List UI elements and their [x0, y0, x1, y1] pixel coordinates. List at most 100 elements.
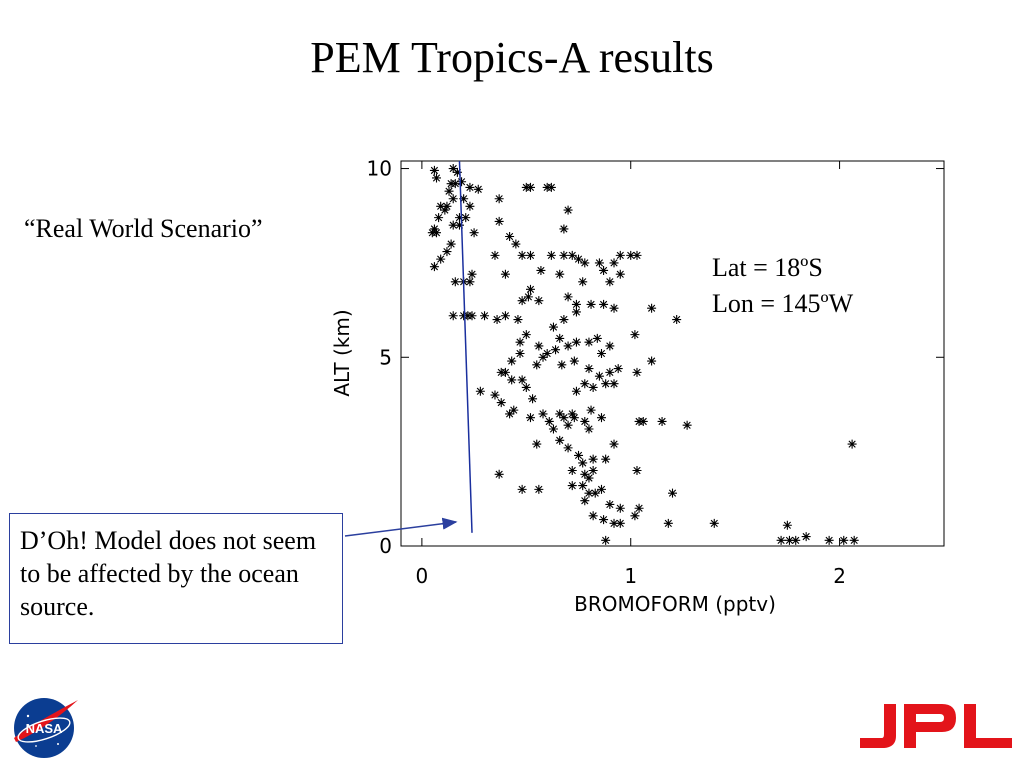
data-point — [494, 216, 504, 226]
data-point — [494, 194, 504, 204]
data-point — [525, 413, 535, 423]
data-point — [615, 269, 625, 279]
data-point — [567, 466, 577, 476]
data-point — [605, 277, 615, 287]
data-point — [647, 303, 657, 313]
data-point — [555, 333, 565, 343]
data-point — [507, 375, 517, 385]
data-point — [668, 488, 677, 498]
data-point — [521, 382, 531, 392]
data-point — [588, 511, 598, 521]
data-point — [578, 458, 588, 468]
data-point — [580, 496, 590, 506]
data-point — [709, 518, 719, 528]
data-point — [672, 315, 682, 325]
data-point — [596, 349, 606, 358]
data-point — [782, 520, 792, 530]
data-point — [475, 386, 485, 396]
data-point — [630, 511, 640, 521]
data-point — [473, 184, 483, 194]
data-point — [448, 220, 458, 230]
data-point — [574, 254, 584, 264]
data-point — [580, 416, 590, 426]
data-point — [569, 356, 579, 366]
data-point — [465, 201, 475, 211]
data-point — [517, 484, 527, 494]
data-point — [525, 182, 535, 192]
data-point — [784, 535, 794, 545]
data-point — [544, 416, 554, 426]
data-point — [523, 292, 533, 302]
data-point — [605, 499, 615, 509]
subtitle: “Real World Scenario” — [24, 214, 263, 243]
data-point — [538, 409, 548, 419]
data-point — [492, 315, 502, 325]
data-point — [599, 265, 609, 275]
data-point — [632, 367, 642, 377]
svg-text:NASA: NASA — [26, 721, 63, 736]
nasa-logo: NASA — [14, 698, 78, 758]
data-point — [548, 322, 558, 332]
data-point — [563, 443, 573, 453]
data-point — [511, 239, 521, 249]
data-point — [609, 518, 619, 528]
plot-frame — [400, 160, 945, 547]
x-axis-label: BROMOFORM (pptv) — [574, 592, 776, 616]
data-point — [436, 201, 446, 211]
data-point — [776, 535, 786, 545]
data-point — [448, 164, 458, 174]
data-point — [791, 535, 801, 545]
data-point — [615, 518, 625, 528]
axis-tick-labels: 0 1 2 0 5 10 — [367, 157, 846, 588]
data-point — [528, 394, 538, 404]
data-point — [450, 277, 460, 287]
data-point — [584, 424, 594, 434]
data-point — [542, 349, 552, 358]
data-point — [584, 473, 594, 483]
data-point — [657, 416, 667, 426]
data-point — [588, 382, 598, 392]
data-point — [454, 220, 464, 230]
data-point — [590, 488, 600, 498]
data-point — [434, 213, 444, 223]
data-point — [500, 311, 510, 321]
data-point — [496, 367, 506, 377]
y-tick-label: 10 — [367, 157, 392, 181]
data-point — [517, 250, 527, 260]
data-point — [632, 250, 642, 260]
data-point — [584, 488, 594, 498]
data-point — [467, 311, 477, 321]
data-point — [442, 201, 452, 211]
longitude-label: Lon = 145ºW — [712, 289, 854, 318]
axis-ticks — [401, 161, 944, 547]
data-point — [613, 364, 623, 374]
data-point — [532, 439, 542, 449]
data-point — [525, 284, 535, 294]
data-point — [609, 379, 619, 389]
data-point — [496, 398, 506, 408]
data-point — [480, 311, 490, 321]
data-point — [452, 167, 462, 177]
data-point — [801, 532, 811, 542]
data-point — [615, 503, 625, 513]
data-point — [465, 277, 475, 287]
data-point — [490, 390, 500, 400]
data-point — [580, 258, 590, 268]
data-point — [521, 330, 531, 340]
data-point — [563, 420, 573, 430]
data-point — [601, 454, 611, 464]
data-point — [634, 503, 644, 513]
data-point — [534, 484, 544, 494]
x-tick-label: 0 — [416, 564, 429, 588]
data-point — [461, 213, 471, 223]
data-point — [584, 337, 594, 347]
data-point — [555, 269, 565, 279]
data-point — [559, 224, 569, 234]
data-point — [505, 409, 515, 419]
data-point — [630, 330, 640, 340]
data-point — [571, 386, 581, 396]
data-point — [609, 258, 619, 268]
data-point — [429, 224, 439, 234]
data-point — [559, 315, 569, 325]
data-point — [824, 535, 834, 545]
